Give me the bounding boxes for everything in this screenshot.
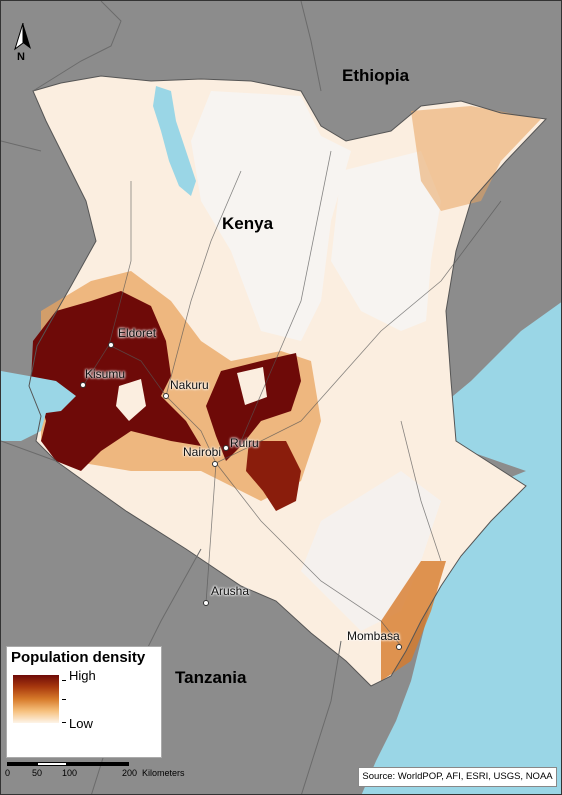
source-credit: Source: WorldPOP, AFI, ESRI, USGS, NOAA xyxy=(358,767,557,787)
legend: Population density High Low xyxy=(6,646,162,758)
high-density-meru xyxy=(246,441,301,511)
city-label-nakuru: Nakuru xyxy=(170,378,209,392)
legend-tick-mid xyxy=(62,699,66,700)
mid-density-northeast xyxy=(411,106,541,211)
legend-color-ramp xyxy=(13,675,59,723)
scale-tick-200: 200 xyxy=(122,768,138,778)
city-label-mombasa: Mombasa xyxy=(347,629,400,643)
city-label-eldoret: Eldoret xyxy=(118,326,157,340)
north-arrow: N xyxy=(11,23,35,67)
scale-unit: Kilometers xyxy=(142,768,185,778)
legend-tick-low xyxy=(62,722,66,723)
country-label-ethiopia: Ethiopia xyxy=(342,66,410,85)
eldoret-marker xyxy=(108,342,114,348)
legend-low-label: Low xyxy=(69,716,93,731)
nairobi-marker xyxy=(212,461,218,467)
mid-density-coast xyxy=(381,561,446,681)
city-label-arusha: Arusha xyxy=(211,584,250,598)
mombasa-marker xyxy=(396,644,402,650)
high-density-west xyxy=(31,291,201,471)
arusha-marker xyxy=(203,600,209,606)
north-arrow-icon xyxy=(14,23,31,51)
scale-segment-2 xyxy=(37,762,67,766)
aberdares-gap xyxy=(237,367,267,405)
nakuru-marker xyxy=(163,393,169,399)
kenya-border xyxy=(28,75,548,687)
country-label-kenya: Kenya xyxy=(222,214,274,233)
scale-tick-0: 0 xyxy=(5,768,11,778)
city-label-nairobi: Nairobi xyxy=(183,445,222,459)
city-markers xyxy=(80,342,402,650)
lake-turkana xyxy=(153,86,196,196)
scale-segment-3 xyxy=(67,762,127,766)
mt-elgon-gap xyxy=(116,379,146,421)
high-density-central xyxy=(206,353,301,461)
sparse-north xyxy=(191,91,351,341)
scale-tick-100: 100 xyxy=(62,768,78,778)
sparse-east xyxy=(331,151,441,331)
scale-bar: 0 50 100 200 Kilometers xyxy=(5,760,207,784)
lake-victoria xyxy=(1,371,76,441)
neighbor-borders xyxy=(1,1,342,794)
city-label-ruiru: Ruiru xyxy=(230,436,259,450)
legend-tick-high xyxy=(62,680,66,681)
scale-tick-50: 50 xyxy=(32,768,43,778)
legend-title: Population density xyxy=(11,649,146,666)
ruiru-marker xyxy=(223,445,229,451)
legend-high-label: High xyxy=(69,668,96,683)
country-label-tanzania: Tanzania xyxy=(175,668,247,687)
north-arrow-label: N xyxy=(17,51,25,63)
scale-segment-1 xyxy=(7,762,37,766)
kisumu-marker xyxy=(80,382,86,388)
city-label-kisumu: Kisumu xyxy=(85,367,126,381)
